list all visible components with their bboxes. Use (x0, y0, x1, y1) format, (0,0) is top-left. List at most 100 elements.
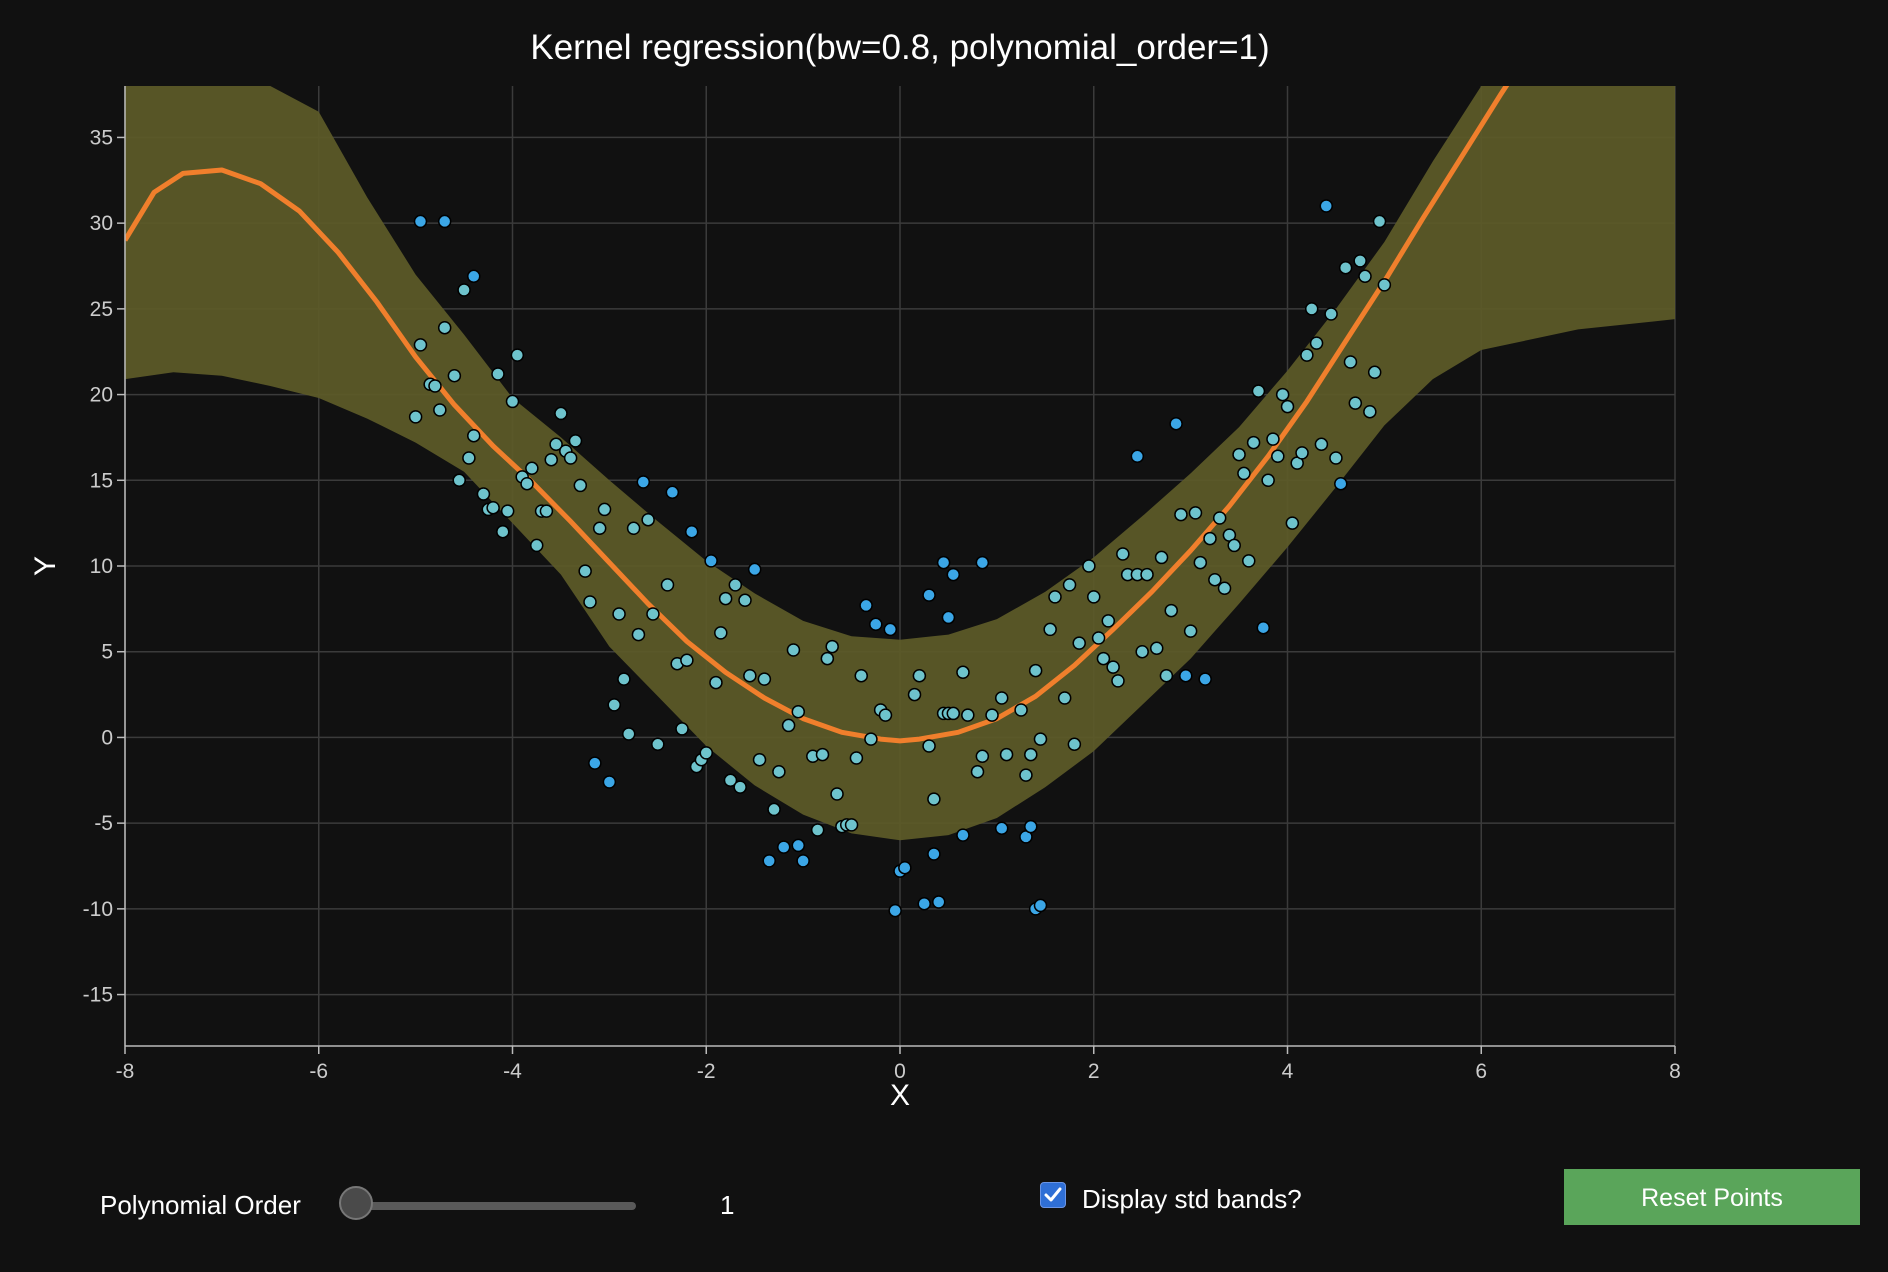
data-point (994, 691, 1009, 705)
data-point (1232, 447, 1246, 462)
regression-curve (125, 86, 1510, 744)
data-point (1348, 396, 1363, 410)
data-point (1285, 516, 1300, 530)
data-point (859, 598, 873, 613)
data-point (1319, 199, 1333, 213)
data-point (777, 840, 791, 854)
data-point (665, 485, 680, 500)
data-point (723, 773, 738, 788)
data-point (709, 675, 723, 690)
data-point (525, 461, 539, 476)
data-point (607, 698, 621, 712)
data-point (612, 607, 626, 621)
chart-area[interactable]: -8 -6 -4 -2 0 2 4 6 8 -15 -10 -5 0 5 10 15 20 25 30 35 X Y (0, 0, 1888, 1160)
polynomial-order-slider[interactable] (340, 1202, 636, 1210)
data-point (1334, 476, 1348, 491)
data-point (636, 475, 651, 489)
data-point (907, 687, 922, 702)
std-bands-label: Display std bands? (1082, 1184, 1302, 1214)
data-point (1106, 660, 1120, 674)
x-tick-label: -8 (116, 1060, 135, 1083)
data-point (467, 428, 481, 443)
data-point (544, 452, 558, 467)
data-point (500, 504, 515, 518)
data-point (1130, 449, 1145, 464)
y-tick-label: 30 (90, 212, 113, 235)
data-point (1295, 446, 1309, 460)
data-point (1275, 387, 1290, 402)
data-point (786, 643, 801, 657)
data-point (1261, 473, 1275, 488)
data-point (1377, 278, 1392, 292)
data-point (999, 747, 1014, 762)
data-point (1043, 622, 1057, 637)
data-point (1154, 550, 1169, 565)
y-tick-label: 20 (90, 384, 113, 407)
data-point (927, 847, 941, 861)
data-point (728, 578, 743, 592)
data-point (864, 732, 878, 746)
std-bands-checkbox[interactable] (1040, 1182, 1066, 1208)
data-point (738, 593, 752, 608)
data-point (1193, 555, 1208, 570)
data-point (1087, 590, 1101, 604)
data-point (810, 823, 825, 837)
data-point (573, 478, 588, 493)
data-point (641, 512, 655, 527)
data-point (1251, 384, 1266, 398)
data-point (1072, 636, 1086, 650)
reset-points-button[interactable]: Reset Points (1564, 1169, 1860, 1225)
y-tick-label: 5 (101, 641, 113, 664)
data-point (1111, 674, 1125, 688)
y-axis-label: Y (29, 556, 62, 576)
data-point (496, 524, 510, 539)
data-point (1314, 437, 1329, 452)
data-point (1164, 603, 1178, 618)
data-point (554, 406, 568, 421)
y-tick-label: 35 (90, 126, 113, 149)
y-tick-label: -5 (94, 812, 113, 835)
data-point (452, 473, 466, 488)
slider-handle[interactable] (338, 1186, 373, 1220)
data-point (1033, 732, 1048, 746)
data-point (970, 764, 985, 779)
axes: -8 -6 -4 -2 0 2 4 6 8 -15 -10 -5 0 5 10 15 20 25 30 35 (83, 86, 1681, 1083)
data-point (1101, 614, 1116, 628)
x-tick-label: -6 (309, 1060, 328, 1083)
data-point (767, 802, 781, 817)
data-point (597, 502, 612, 517)
data-point (820, 651, 835, 666)
data-point (622, 727, 636, 741)
x-tick-label: 8 (1669, 1060, 1681, 1083)
data-point (1019, 768, 1033, 782)
data-point (781, 718, 796, 733)
data-point (975, 749, 990, 764)
data-point (772, 764, 786, 779)
y-tick-label: 25 (90, 298, 113, 321)
data-point (922, 739, 936, 753)
data-point (1338, 260, 1353, 275)
data-point (733, 780, 747, 794)
data-point (1237, 466, 1251, 481)
std-band (125, 86, 1675, 841)
data-point (1203, 531, 1217, 546)
data-point (757, 672, 772, 686)
data-point (1149, 641, 1164, 656)
data-point (994, 821, 1009, 836)
data-point (1358, 269, 1372, 284)
data-point (1300, 348, 1314, 362)
data-point (457, 283, 471, 297)
data-point (1024, 819, 1038, 834)
data-points[interactable] (408, 199, 1392, 918)
data-point (714, 626, 728, 640)
data-point (1140, 567, 1154, 582)
data-point (549, 437, 563, 452)
data-point (946, 706, 961, 721)
data-point (1246, 435, 1261, 450)
x-tick-label: -4 (503, 1060, 522, 1083)
data-point (869, 617, 883, 632)
data-point (961, 708, 975, 722)
data-point (626, 521, 641, 536)
data-point (1353, 254, 1367, 268)
data-point (651, 737, 665, 752)
